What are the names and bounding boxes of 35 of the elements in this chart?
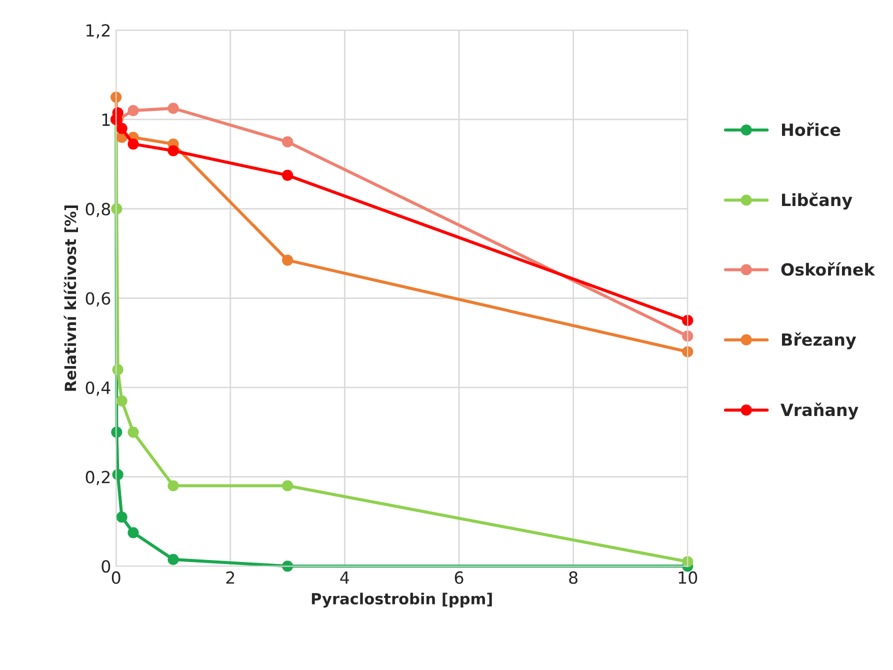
y-axis-title: Relativní klíčivost [%] — [64, 205, 78, 391]
point — [282, 136, 294, 148]
y-tick-label: 0,8 — [86, 202, 110, 218]
legend-label: Březany — [782, 332, 856, 350]
legend-label: Oskořínek — [781, 262, 876, 276]
point — [168, 102, 179, 114]
y-tick-label: 0 — [102, 560, 110, 573]
point — [116, 122, 128, 134]
point — [168, 145, 179, 156]
x-axis-title: Pyraclostrobin [ppm] — [312, 592, 492, 608]
point — [128, 138, 139, 150]
y-tick-label: 1 — [102, 114, 110, 126]
x-tick-label: 6 — [454, 571, 464, 584]
point — [282, 254, 294, 266]
point — [128, 104, 139, 116]
x-tick-label: 2 — [226, 571, 234, 584]
point — [168, 480, 179, 492]
point — [128, 527, 139, 538]
point — [282, 170, 294, 181]
point — [128, 426, 139, 438]
y-tick-label: 0,6 — [86, 292, 110, 306]
legend-label: Libčany — [782, 192, 852, 210]
y-tick-label: 0,4 — [86, 381, 110, 396]
x-tick-label: 10 — [678, 571, 698, 584]
point — [282, 480, 294, 492]
x-tick-label: 4 — [340, 572, 350, 584]
point — [116, 395, 128, 406]
x-tick-label: 0 — [112, 571, 120, 584]
y-tick-label: 1,2 — [86, 24, 110, 38]
legend-label: Hořice — [782, 122, 840, 136]
point — [168, 554, 179, 566]
point — [116, 511, 128, 523]
legend-label: Vraňany — [780, 402, 858, 420]
x-tick-label: 8 — [569, 571, 578, 584]
y-tick-label: 0,2 — [86, 470, 110, 486]
